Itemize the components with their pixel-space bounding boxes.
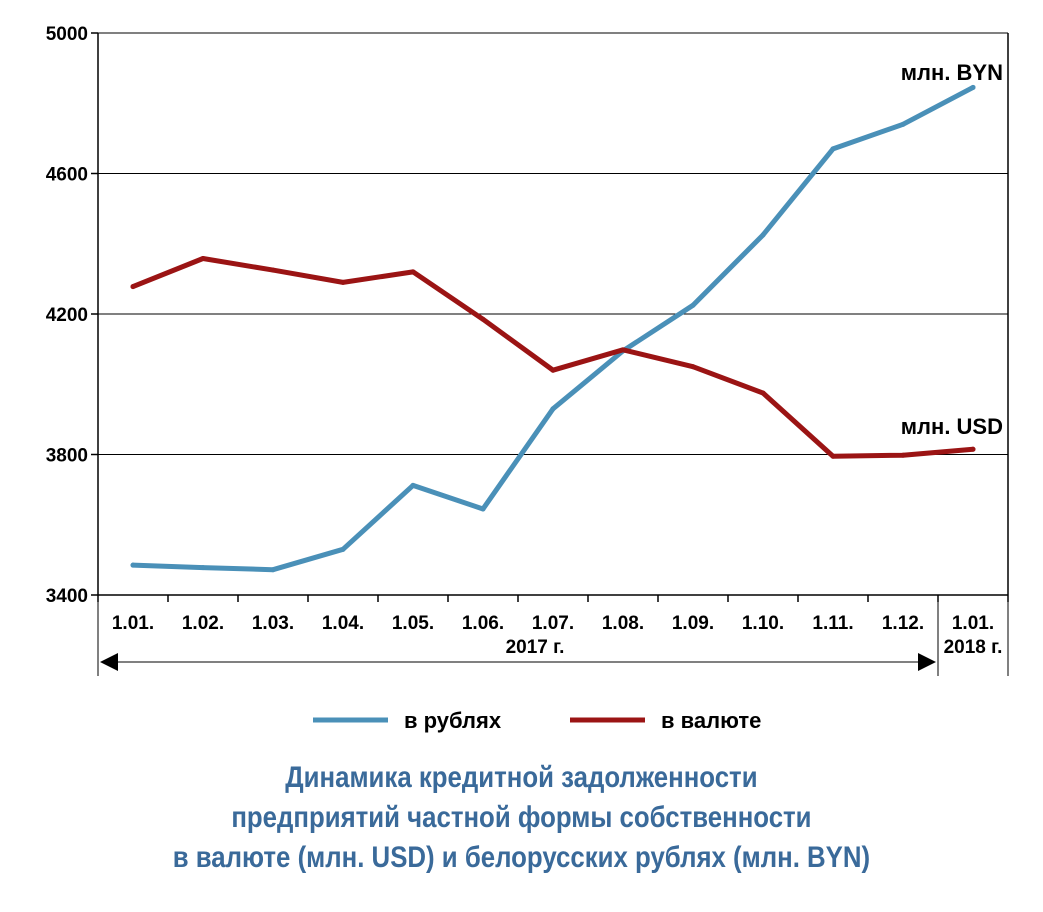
data-point	[480, 506, 486, 512]
data-point	[830, 146, 836, 152]
data-point	[550, 406, 556, 412]
data-point	[130, 284, 136, 290]
data-point	[200, 256, 206, 262]
series-unit-label-byn: млн. BYN	[901, 60, 1003, 85]
y-tick-label: 3400	[46, 586, 88, 607]
x-category-label: 1.06.	[462, 613, 504, 634]
year-label-2017: 2017 г.	[506, 637, 565, 658]
data-point	[970, 446, 976, 452]
x-category-label: 1.02.	[182, 613, 224, 634]
data-point	[480, 316, 486, 322]
data-point	[830, 453, 836, 459]
data-point	[690, 364, 696, 370]
axes	[97, 33, 1009, 676]
caption-line-1: Динамика кредитной задолженности	[285, 761, 758, 794]
data-point	[620, 347, 626, 353]
data-point	[900, 452, 906, 458]
x-category-label: 1.07.	[532, 613, 574, 634]
x-category-label: 1.10.	[742, 613, 784, 634]
data-point	[270, 267, 276, 273]
y-tick-label: 4600	[46, 165, 88, 186]
chart-caption: Динамика кредитной задолженности предпри…	[73, 758, 970, 878]
data-point	[410, 482, 416, 488]
series-line-currency	[130, 256, 976, 459]
data-point	[690, 302, 696, 308]
x-category-label: 1.05.	[392, 613, 434, 634]
series-lines	[130, 84, 976, 573]
data-point	[410, 269, 416, 275]
x-category-label: 1.03.	[252, 613, 294, 634]
y-tick-label: 3800	[46, 446, 88, 467]
data-point	[760, 232, 766, 238]
grid-lines	[98, 32, 1008, 455]
x-category-label: 1.09.	[672, 613, 714, 634]
legend-label-rubles: в рублях	[404, 708, 502, 733]
x-category-label: 1.08.	[602, 613, 644, 634]
y-tick-label: 5000	[46, 24, 88, 45]
x-category-label: 1.04.	[322, 613, 364, 634]
x-axis-ticks	[97, 595, 1009, 602]
data-point	[900, 121, 906, 127]
data-point	[550, 367, 556, 373]
legend: в рублях в валюте	[313, 708, 761, 733]
data-point	[270, 567, 276, 573]
y-axis-ticks: 3400 3800 4200 4600 5000	[46, 24, 98, 607]
data-point	[340, 546, 346, 552]
year-span-arrow	[100, 653, 936, 671]
caption-line-3: в валюте (млн. USD) и белорусских рублях…	[172, 841, 871, 874]
data-point	[760, 390, 766, 396]
x-category-label: 1.12.	[882, 613, 924, 634]
legend-label-currency: в валюте	[661, 708, 761, 733]
x-category-label: 1.01.	[952, 613, 994, 634]
x-category-label: 1.11.	[812, 613, 853, 634]
data-point	[200, 565, 206, 571]
x-category-label: 1.01.	[112, 613, 154, 634]
year-label-2018: 2018 г.	[944, 637, 1003, 658]
caption-line-2: предприятий частной формы собственности	[231, 801, 812, 834]
series-line-rubles	[130, 84, 976, 573]
x-category-labels: 1.01. 1.02. 1.03. 1.04. 1.05. 1.06. 1.07. 1.08.…	[112, 613, 994, 634]
data-point	[340, 279, 346, 285]
arrow-left-icon	[100, 653, 118, 671]
data-point	[970, 84, 976, 90]
data-point	[130, 562, 136, 568]
series-unit-label-usd: млн. USD	[901, 414, 1003, 439]
arrow-right-icon	[918, 653, 936, 671]
y-tick-label: 4200	[46, 305, 88, 326]
